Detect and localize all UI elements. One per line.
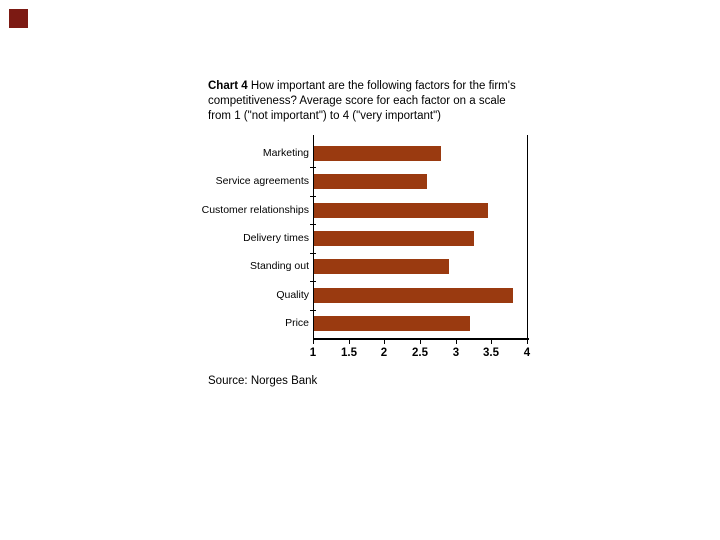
x-tick-label: 3 bbox=[452, 347, 460, 359]
x-axis-tick bbox=[313, 340, 314, 344]
chart-title-line1: Chart 4 How important are the following … bbox=[208, 79, 550, 94]
category-label: Delivery times bbox=[243, 232, 309, 244]
x-tick-label: 3.5 bbox=[483, 347, 499, 359]
category-label: Price bbox=[285, 317, 309, 329]
y-axis-tick bbox=[310, 224, 316, 225]
plot-right-border bbox=[527, 135, 528, 340]
x-tick-label: 2 bbox=[380, 347, 388, 359]
category-label: Standing out bbox=[250, 260, 309, 272]
x-tick-label: 1 bbox=[309, 347, 317, 359]
y-axis-tick bbox=[310, 167, 316, 168]
source-text: Source: Norges Bank bbox=[208, 375, 318, 387]
category-label: Quality bbox=[276, 289, 309, 301]
y-axis-line bbox=[313, 135, 314, 340]
bar bbox=[314, 174, 427, 189]
chart-title: Chart 4 How important are the following … bbox=[208, 79, 550, 124]
chart-title-line3: from 1 ("not important") to 4 ("very imp… bbox=[208, 110, 441, 122]
x-axis-tick bbox=[491, 340, 492, 344]
chart-title-line1-rest: How important are the following factors … bbox=[247, 80, 516, 92]
y-axis-tick bbox=[310, 253, 316, 254]
chart-title-bold: Chart 4 bbox=[208, 80, 248, 92]
corner-accent-square bbox=[9, 9, 28, 28]
x-axis-line bbox=[313, 338, 529, 340]
x-axis-tick bbox=[384, 340, 385, 344]
x-axis-tick bbox=[349, 340, 350, 344]
bar bbox=[314, 231, 474, 246]
x-axis-tick bbox=[527, 340, 528, 344]
category-label: Customer relationships bbox=[201, 204, 309, 216]
chart-title-line2: competitiveness? Average score for each … bbox=[208, 95, 506, 107]
category-label: Service agreements bbox=[215, 175, 309, 187]
bar bbox=[314, 259, 449, 274]
y-axis-tick bbox=[310, 310, 316, 311]
x-axis-tick bbox=[456, 340, 457, 344]
x-axis-tick bbox=[420, 340, 421, 344]
y-axis-tick bbox=[310, 281, 316, 282]
x-tick-label: 2.5 bbox=[412, 347, 428, 359]
y-axis-tick bbox=[310, 196, 316, 197]
bar bbox=[314, 146, 441, 161]
bar bbox=[314, 316, 470, 331]
x-tick-label: 1.5 bbox=[341, 347, 357, 359]
x-tick-label: 4 bbox=[523, 347, 531, 359]
bar bbox=[314, 288, 513, 303]
bar bbox=[314, 203, 488, 218]
category-label: Marketing bbox=[262, 147, 309, 159]
